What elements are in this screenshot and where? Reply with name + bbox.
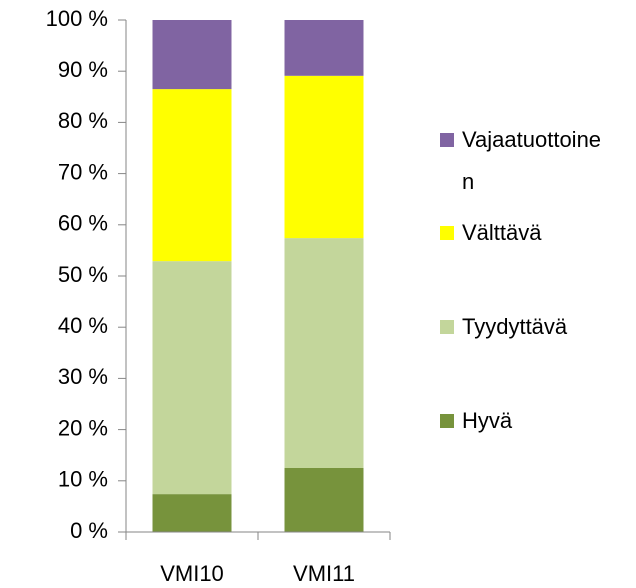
y-tick-label: 40 % <box>58 313 108 338</box>
y-tick-label: 10 % <box>58 467 108 492</box>
y-tick-label: 20 % <box>58 415 108 440</box>
bar-segment <box>152 261 232 495</box>
bar-segment <box>284 75 364 239</box>
legend-swatch <box>440 414 454 428</box>
legend-label: Vajaatuottoinen <box>462 127 602 194</box>
legend-label: Tyydyttävä <box>462 314 568 339</box>
y-tick-label: 70 % <box>58 159 108 184</box>
legend-label: Välttävä <box>462 220 542 245</box>
bar-segment <box>284 20 364 76</box>
x-tick-label: VMI10 <box>160 561 224 586</box>
y-tick-label: 50 % <box>58 262 108 287</box>
bar-segment <box>152 20 232 90</box>
legend-swatch <box>440 226 454 240</box>
x-tick-label: VMI11 <box>293 561 355 586</box>
y-tick-label: 60 % <box>58 211 108 236</box>
y-tick-label: 90 % <box>58 57 108 82</box>
legend-item: Välttävä <box>440 212 632 254</box>
y-tick-label: 0 % <box>70 518 108 543</box>
legend-swatch <box>440 133 454 147</box>
y-tick-label: 30 % <box>58 364 108 389</box>
y-tick-label: 80 % <box>58 108 108 133</box>
legend-item: Vajaatuottoinen <box>440 119 612 203</box>
legend-item: Tyydyttävä <box>440 306 632 348</box>
bar-segment <box>152 89 232 262</box>
bar-segment <box>152 494 232 532</box>
legend-swatch <box>440 320 454 334</box>
y-tick-label: 100 % <box>46 6 108 31</box>
legend-label: Hyvä <box>462 408 513 433</box>
bar-segment <box>284 238 364 468</box>
legend-item: Hyvä <box>440 400 632 442</box>
bar-segment <box>284 468 364 532</box>
